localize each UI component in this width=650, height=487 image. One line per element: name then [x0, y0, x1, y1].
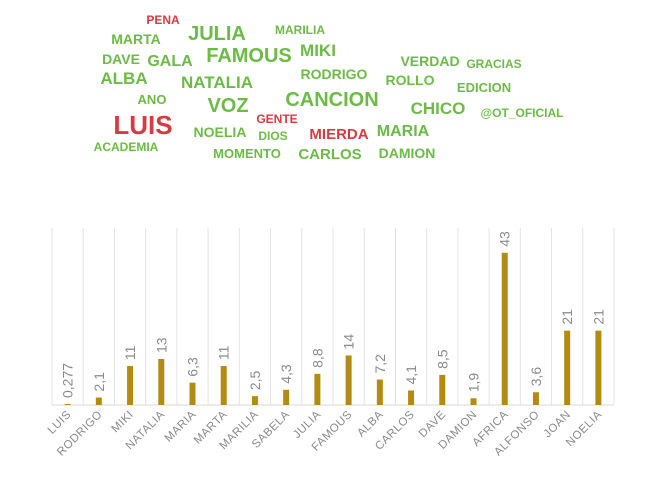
value-label: 4,1	[403, 365, 419, 385]
value-label: 14	[341, 334, 357, 350]
value-label: 7,2	[372, 354, 388, 374]
cloud-word: DIOS	[258, 129, 287, 143]
value-label: 43	[497, 231, 513, 247]
cloud-word: VOZ	[207, 95, 248, 117]
cloud-word: FAMOUS	[206, 45, 292, 67]
cloud-word: MARIA	[377, 123, 430, 140]
value-label: 0,277	[60, 363, 76, 398]
value-label: 21	[559, 309, 575, 325]
value-label: 21	[590, 309, 606, 325]
cloud-word: RODRIGO	[301, 66, 368, 82]
cloud-word: ACADEMIA	[94, 140, 159, 154]
cloud-word: CARLOS	[298, 146, 361, 163]
cloud-word: DAMION	[379, 145, 436, 161]
cloud-word: ROLLO	[386, 72, 435, 88]
value-label: 2,1	[91, 372, 107, 392]
cloud-word: DAVE	[102, 51, 140, 67]
cloud-word: VERDAD	[400, 53, 459, 69]
cloud-word: CANCION	[285, 89, 378, 111]
bar	[501, 252, 508, 405]
cloud-word: GRACIAS	[466, 57, 521, 71]
bar	[439, 374, 446, 405]
cloud-word: CHICO	[411, 99, 466, 118]
bar	[376, 379, 383, 405]
value-label: 8,5	[434, 349, 450, 369]
value-label: 13	[153, 337, 169, 353]
cloud-word: MARILIA	[275, 23, 325, 37]
cloud-word: MIKI	[300, 41, 336, 60]
value-label: 6,3	[185, 357, 201, 377]
cloud-word: ALBA	[100, 69, 147, 88]
cloud-word: PENA	[146, 13, 180, 27]
cloud-word: ANO	[138, 92, 167, 107]
bar	[595, 330, 602, 405]
bar	[345, 355, 352, 405]
x-tick-label: MIKI	[110, 409, 137, 436]
value-label: 11	[122, 345, 138, 360]
bar	[564, 330, 571, 405]
cloud-word: MARTA	[111, 31, 161, 47]
cloud-word: GENTE	[256, 112, 297, 126]
value-label: 8,8	[309, 348, 325, 368]
cloud-word: MOMENTO	[213, 146, 281, 161]
bar	[251, 396, 258, 405]
bar	[127, 366, 134, 405]
cloud-word: EDICION	[457, 80, 511, 95]
value-label: 11	[216, 345, 232, 360]
value-label: 3,6	[528, 367, 544, 387]
cloud-word: NOELIA	[194, 124, 247, 140]
x-tick-label: LUIS	[46, 409, 74, 437]
value-label: 1,9	[466, 373, 482, 393]
value-label: 4,3	[278, 364, 294, 384]
bar	[283, 389, 290, 405]
bar	[158, 358, 165, 405]
cloud-word: MIERDA	[309, 126, 368, 143]
bar	[408, 390, 415, 405]
cloud-word: LUIS	[113, 110, 172, 140]
bar	[95, 397, 102, 405]
value-label: 2,5	[247, 370, 263, 390]
bar	[470, 398, 477, 405]
bar	[64, 404, 71, 405]
cloud-word: JULIA	[188, 23, 246, 45]
cloud-word: GALA	[147, 53, 193, 70]
cloud-word: NATALIA	[181, 73, 253, 92]
bar	[189, 382, 196, 405]
bar	[314, 373, 321, 405]
bar	[532, 392, 539, 405]
bar	[220, 366, 227, 405]
cloud-word: @OT_OFICIAL	[480, 106, 563, 120]
